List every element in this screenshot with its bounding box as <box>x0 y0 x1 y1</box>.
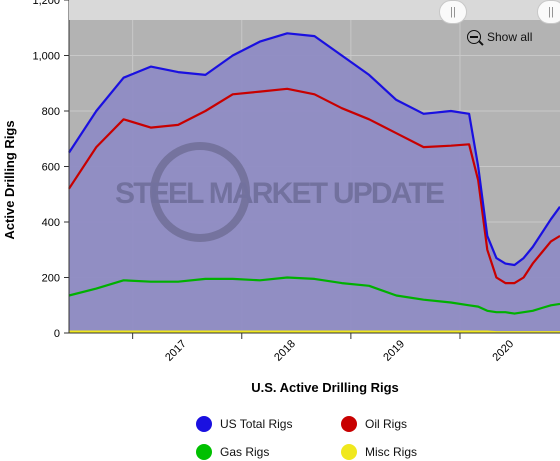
watermark: STEEL MARKET UPDATE <box>115 142 445 242</box>
y-tick-label: 0 <box>54 328 60 340</box>
watermark-text: STEEL MARKET UPDATE <box>115 177 445 210</box>
y-tick-label: 800 <box>42 106 60 118</box>
y-tick-label: 1,000 <box>32 51 60 63</box>
y-tick-label: 600 <box>42 162 60 174</box>
y-axis-title: Active Drilling Rigs <box>2 120 17 239</box>
legend-label-gas: Gas Rigs <box>220 445 270 459</box>
show-all-label: Show all <box>487 30 533 44</box>
misc-rigs-line <box>69 330 560 334</box>
legend-item-gas[interactable]: Gas Rigs <box>196 444 269 460</box>
legend-item-misc[interactable]: Misc Rigs <box>341 444 417 460</box>
gas-rigs-line <box>68 276 560 315</box>
zoom-out-icon <box>467 30 481 44</box>
watermark-logo <box>150 142 250 242</box>
x-axis-ticks: 2017 2018 2019 2020 <box>132 333 516 364</box>
y-tick-label: 400 <box>42 217 60 229</box>
legend-marker-oil <box>341 416 357 432</box>
y-axis-ticks: 0 200 400 600 800 1,000 1,200 <box>32 0 69 340</box>
y-tick-label: 200 <box>42 273 60 285</box>
series-layer <box>68 32 560 334</box>
oil-rigs-line <box>68 87 560 285</box>
legend-marker-gas <box>196 444 212 460</box>
legend-marker-total <box>196 416 212 432</box>
x-tick-label: 2020 <box>490 338 516 364</box>
legend: US Total Rigs Oil Rigs Gas Rigs Misc Rig… <box>0 408 560 461</box>
total-rigs-line <box>68 32 560 267</box>
legend-item-total[interactable]: US Total Rigs <box>196 416 292 432</box>
legend-marker-misc <box>341 444 357 460</box>
x-axis-title: U.S. Active Drilling Rigs <box>251 380 399 395</box>
x-tick-label: 2018 <box>272 338 298 364</box>
range-navigator[interactable]: || || <box>69 0 560 24</box>
show-all-button[interactable]: Show all <box>467 30 532 44</box>
x-tick-label: 2019 <box>381 338 407 364</box>
navigator-left-handle[interactable]: || <box>439 0 467 24</box>
x-tick-label: 2017 <box>163 338 189 364</box>
total-rigs-area <box>69 33 560 334</box>
legend-label-misc: Misc Rigs <box>365 445 418 459</box>
legend-label-oil: Oil Rigs <box>365 417 408 431</box>
navigator-right-handle[interactable]: || <box>537 0 560 24</box>
legend-item-oil[interactable]: Oil Rigs <box>341 416 407 432</box>
legend-label-total: US Total Rigs <box>220 417 293 431</box>
y-tick-label: 1,200 <box>32 0 60 7</box>
